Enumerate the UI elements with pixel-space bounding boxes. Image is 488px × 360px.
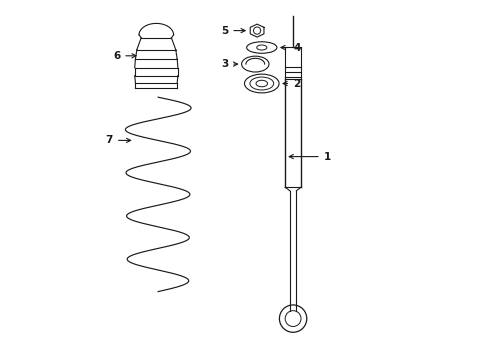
Text: 2: 2: [283, 78, 300, 89]
Text: 6: 6: [113, 51, 136, 61]
Text: 3: 3: [221, 59, 237, 69]
Text: 5: 5: [221, 26, 244, 36]
Text: 4: 4: [280, 42, 300, 53]
Text: 7: 7: [105, 135, 130, 145]
Text: 1: 1: [288, 152, 330, 162]
